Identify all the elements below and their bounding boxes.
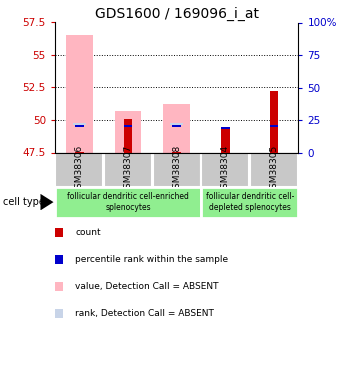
Text: rank, Detection Call = ABSENT: rank, Detection Call = ABSENT [75,309,214,318]
FancyBboxPatch shape [55,187,201,218]
Bar [115,111,141,153]
Title: GDS1600 / 169096_i_at: GDS1600 / 169096_i_at [95,8,259,21]
FancyBboxPatch shape [201,187,298,218]
Bar [75,124,84,127]
Text: follicular dendritic cell-
depleted splenocytes: follicular dendritic cell- depleted sple… [205,192,294,212]
Text: GSM38308: GSM38308 [172,145,181,194]
FancyBboxPatch shape [104,153,152,187]
Bar [172,124,181,127]
Text: percentile rank within the sample: percentile rank within the sample [75,255,228,264]
Text: count: count [75,228,101,237]
Text: follicular dendritic cell-enriched
splenocytes: follicular dendritic cell-enriched splen… [67,192,189,212]
Bar [270,124,279,127]
Bar [163,104,190,153]
Bar [123,119,132,153]
Polygon shape [40,194,54,210]
FancyBboxPatch shape [55,153,103,187]
Bar [172,152,181,153]
Text: GSM38307: GSM38307 [123,145,132,194]
Bar [221,126,230,153]
Bar [270,92,279,153]
Bar [75,152,84,153]
Bar [73,123,85,126]
Bar [221,127,230,129]
Text: GSM38304: GSM38304 [221,145,230,194]
Bar [170,123,183,126]
Text: GSM38305: GSM38305 [270,145,279,194]
Bar [66,36,93,153]
Text: value, Detection Call = ABSENT: value, Detection Call = ABSENT [75,282,219,291]
FancyBboxPatch shape [201,153,249,187]
Text: cell type: cell type [3,197,45,207]
Bar [123,124,132,127]
Text: GSM38306: GSM38306 [75,145,84,194]
FancyBboxPatch shape [153,153,201,187]
FancyBboxPatch shape [250,153,298,187]
